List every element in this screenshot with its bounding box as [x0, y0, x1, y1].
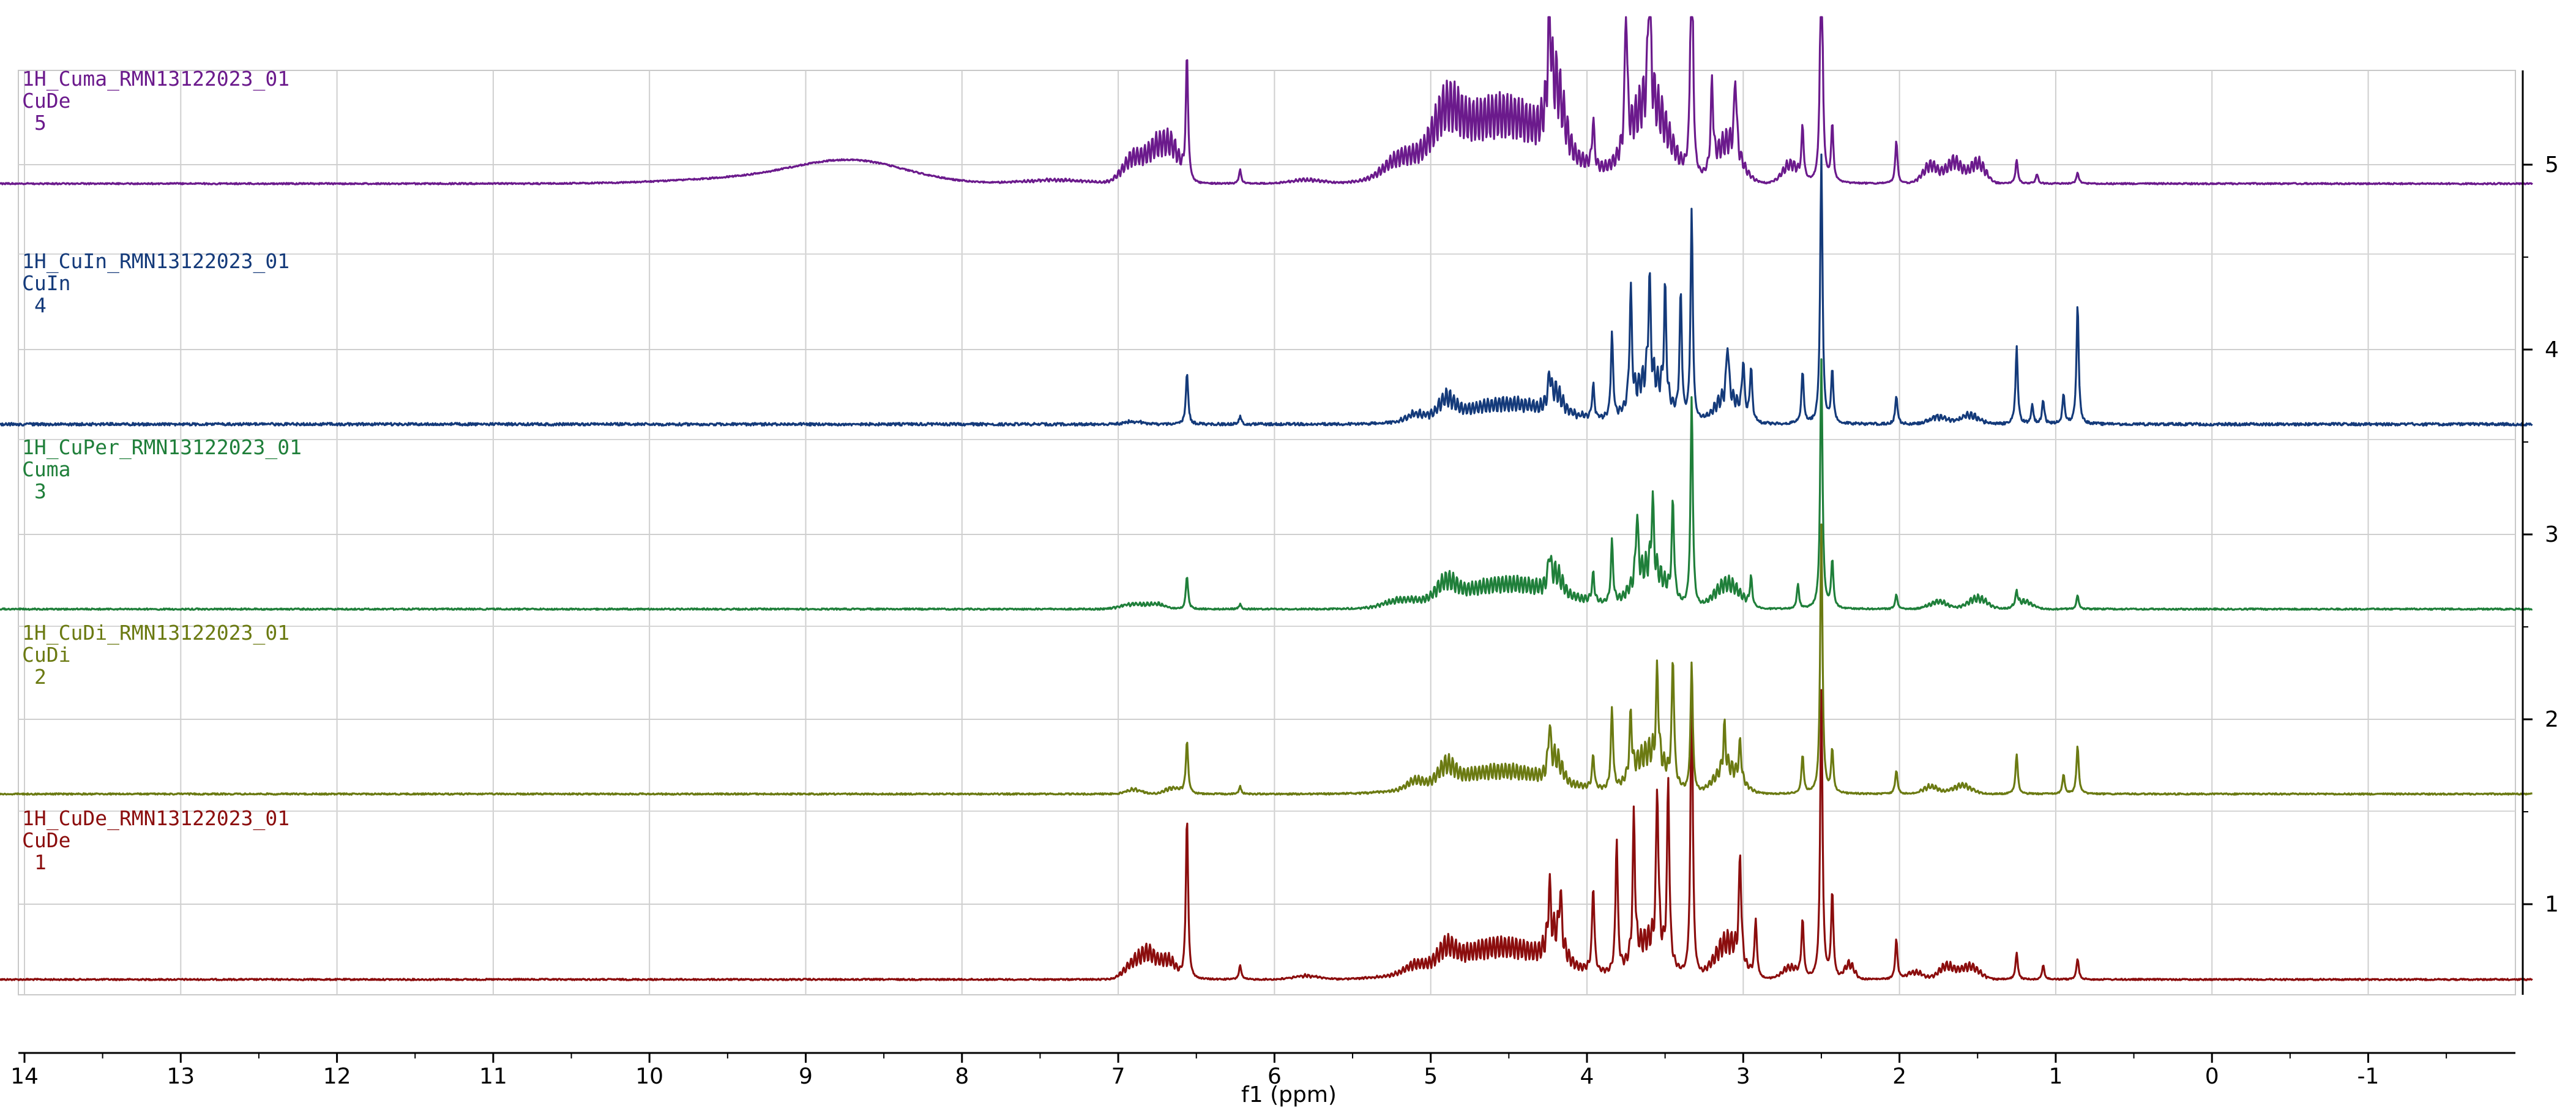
x-tick-label: 3 [1736, 1064, 1750, 1089]
series-label-4-line-1: 1H_CuIn_RMN13122023_01 [22, 249, 289, 274]
y-tick-label: 4 [2545, 337, 2559, 362]
series-label-2-line-3: 2 [34, 665, 47, 689]
spectrum-trace-2 [0, 523, 2533, 796]
series-label-1-line-3: 1 [34, 850, 47, 874]
x-axis-title: f1 (ppm) [1241, 1082, 1337, 1107]
x-tick-label: 9 [799, 1064, 813, 1089]
spectrum-trace-3 [0, 358, 2533, 611]
x-tick-label: 12 [323, 1064, 351, 1089]
series-labels: 1H_CuDe_RMN13122023_01CuDe11H_CuDi_RMN13… [22, 67, 302, 874]
spectrum-trace-1 [0, 671, 2533, 981]
x-tick-label: 1 [2048, 1064, 2063, 1089]
y-tick-label: 1 [2545, 892, 2559, 917]
x-tick-label: 7 [1111, 1064, 1126, 1089]
x-tick-label: -1 [2358, 1064, 2380, 1089]
series-label-5-line-3: 5 [34, 111, 47, 135]
series-label-5-line-1: 1H_Cuma_RMN13122023_01 [22, 67, 289, 91]
spectrum-trace-4 [0, 153, 2533, 427]
x-tick-label: 5 [1424, 1064, 1438, 1089]
series-label-4-line-2: CuIn [22, 271, 70, 295]
x-tick-label: 0 [2205, 1064, 2219, 1089]
y-tick-label: 5 [2545, 152, 2559, 178]
x-tick-label: 10 [635, 1064, 663, 1089]
series-label-5-line-2: CuDe [22, 89, 70, 113]
x-tick-label: 4 [1580, 1064, 1594, 1089]
x-tick-label: 11 [479, 1064, 507, 1089]
spectrum-trace-5 [0, 16, 2533, 185]
grid-lines [18, 70, 2516, 995]
series-label-3-line-3: 3 [34, 479, 47, 503]
series-label-1-line-1: 1H_CuDe_RMN13122023_01 [22, 806, 289, 831]
plot-frame [18, 70, 2516, 995]
x-tick-label: 13 [166, 1064, 195, 1089]
series-label-3-line-1: 1H_CuPer_RMN13122023_01 [22, 435, 302, 460]
x-tick-label: 6 [1267, 1064, 1282, 1089]
series-label-2-line-2: CuDi [22, 643, 70, 667]
x-tick-label: 2 [1892, 1064, 1906, 1089]
y-tick-label: 3 [2545, 522, 2559, 547]
series-label-4-line-3: 4 [34, 293, 47, 317]
series-label-1-line-2: CuDe [22, 828, 70, 852]
y-axis: 1 2 3 4 5 [2522, 70, 2559, 995]
series-label-3-line-2: Cuma [22, 457, 70, 481]
x-tick-label: 8 [955, 1064, 969, 1089]
x-axis: 14 13 12 11 10 9 8 7 6 5 4 3 2 1 0 -1 [10, 1052, 2515, 1089]
series-label-2-line-1: 1H_CuDi_RMN13122023_01 [22, 621, 289, 645]
x-tick-label: 14 [10, 1064, 39, 1089]
spectra-traces [0, 16, 2533, 981]
y-tick-label: 2 [2545, 707, 2559, 732]
